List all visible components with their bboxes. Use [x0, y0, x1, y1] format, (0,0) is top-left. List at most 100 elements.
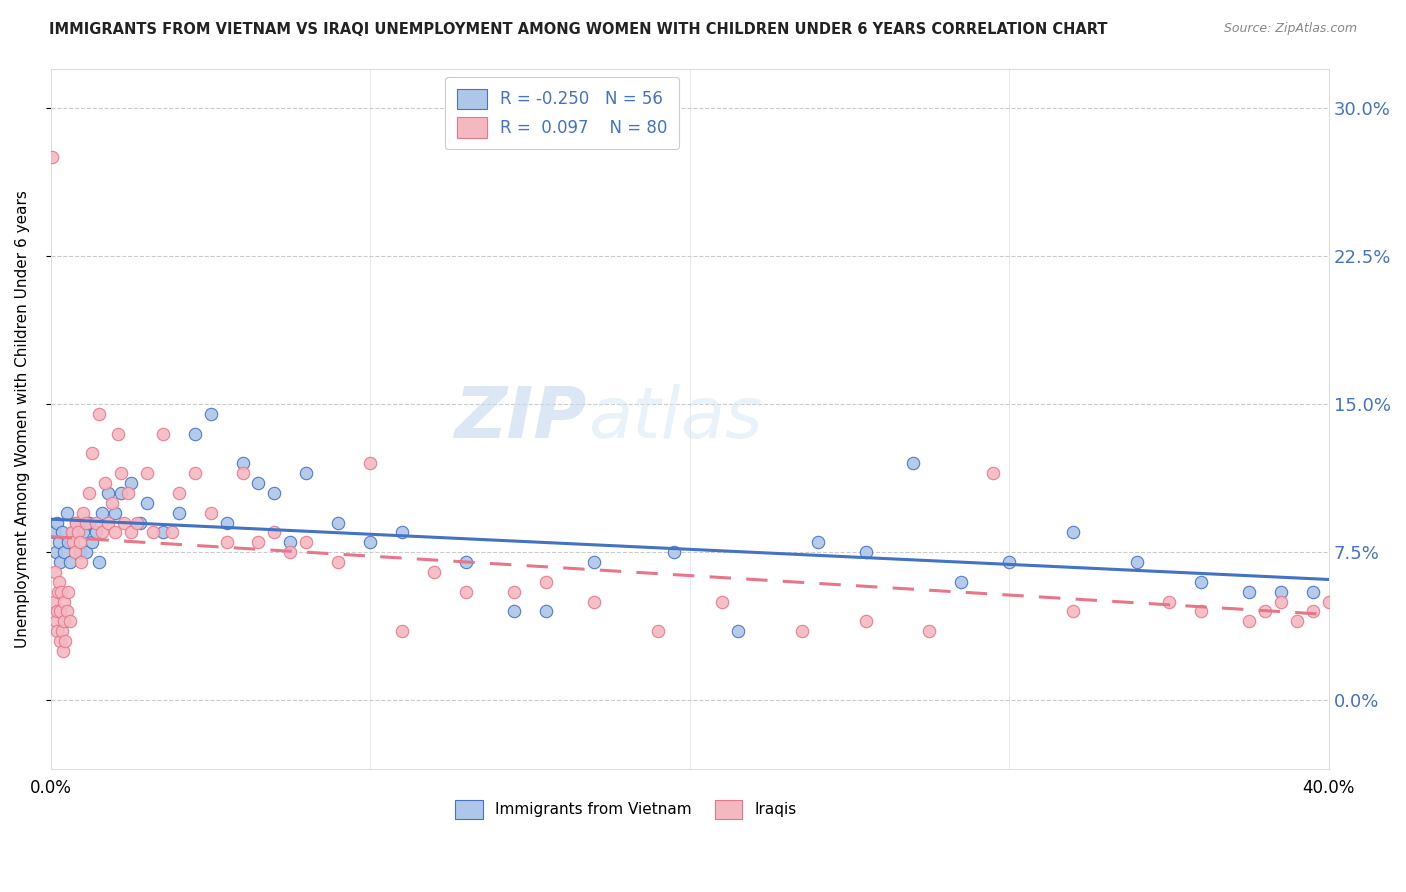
- Point: [1126, 555, 1149, 569]
- Point: [807, 535, 830, 549]
- Point: [231, 466, 253, 480]
- Point: [391, 525, 413, 540]
- Point: [1237, 584, 1260, 599]
- Point: [503, 604, 526, 618]
- Point: [1285, 614, 1308, 628]
- Point: [75, 545, 97, 559]
- Point: [59, 555, 82, 569]
- Point: [1270, 594, 1292, 608]
- Point: [1189, 604, 1212, 618]
- Point: [1302, 584, 1324, 599]
- Point: [42, 525, 65, 540]
- Point: [152, 426, 174, 441]
- Point: [183, 426, 205, 441]
- Point: [582, 555, 605, 569]
- Point: [295, 535, 318, 549]
- Point: [72, 506, 94, 520]
- Point: [65, 516, 87, 530]
- Point: [62, 525, 84, 540]
- Point: [359, 535, 381, 549]
- Point: [247, 535, 270, 549]
- Point: [48, 574, 70, 589]
- Point: [112, 516, 135, 530]
- Point: [167, 506, 190, 520]
- Point: [45, 545, 67, 559]
- Legend: Immigrants from Vietnam, Iraqis: Immigrants from Vietnam, Iraqis: [449, 794, 803, 825]
- Point: [1157, 594, 1180, 608]
- Point: [1302, 604, 1324, 618]
- Point: [66, 525, 89, 540]
- Point: [280, 535, 302, 549]
- Point: [53, 594, 76, 608]
- Y-axis label: Unemployment Among Women with Children Under 6 years: Unemployment Among Women with Children U…: [15, 190, 30, 648]
- Point: [84, 525, 107, 540]
- Point: [855, 614, 877, 628]
- Point: [91, 506, 114, 520]
- Point: [104, 525, 127, 540]
- Point: [49, 604, 72, 618]
- Point: [63, 545, 86, 559]
- Point: [903, 456, 925, 470]
- Point: [456, 555, 478, 569]
- Point: [135, 496, 157, 510]
- Point: [58, 584, 80, 599]
- Point: [49, 634, 72, 648]
- Point: [45, 624, 67, 639]
- Point: [328, 516, 350, 530]
- Point: [107, 426, 129, 441]
- Point: [87, 555, 110, 569]
- Point: [104, 506, 127, 520]
- Point: [75, 516, 97, 530]
- Point: [647, 624, 669, 639]
- Point: [117, 486, 139, 500]
- Point: [59, 614, 82, 628]
- Point: [110, 466, 132, 480]
- Point: [97, 486, 120, 500]
- Point: [46, 584, 69, 599]
- Point: [981, 466, 1004, 480]
- Point: [72, 525, 94, 540]
- Point: [62, 535, 84, 549]
- Point: [45, 614, 67, 628]
- Point: [391, 624, 413, 639]
- Point: [91, 525, 114, 540]
- Point: [110, 486, 132, 500]
- Point: [69, 545, 91, 559]
- Point: [328, 555, 350, 569]
- Point: [950, 574, 973, 589]
- Point: [97, 516, 120, 530]
- Point: [77, 516, 100, 530]
- Point: [231, 456, 253, 470]
- Point: [82, 535, 104, 549]
- Point: [94, 476, 117, 491]
- Point: [60, 525, 83, 540]
- Point: [46, 604, 69, 618]
- Text: atlas: atlas: [588, 384, 762, 453]
- Point: [84, 516, 107, 530]
- Point: [56, 506, 79, 520]
- Point: [1333, 604, 1355, 618]
- Point: [1062, 525, 1084, 540]
- Point: [727, 624, 749, 639]
- Point: [49, 584, 72, 599]
- Point: [1270, 584, 1292, 599]
- Point: [135, 466, 157, 480]
- Point: [120, 476, 142, 491]
- Point: [247, 476, 270, 491]
- Point: [127, 516, 149, 530]
- Point: [1062, 604, 1084, 618]
- Point: [44, 565, 66, 579]
- Point: [200, 506, 222, 520]
- Text: IMMIGRANTS FROM VIETNAM VS IRAQI UNEMPLOYMENT AMONG WOMEN WITH CHILDREN UNDER 6 : IMMIGRANTS FROM VIETNAM VS IRAQI UNEMPLO…: [49, 22, 1108, 37]
- Point: [582, 594, 605, 608]
- Point: [280, 545, 302, 559]
- Text: Source: ZipAtlas.com: Source: ZipAtlas.com: [1223, 22, 1357, 36]
- Point: [162, 525, 184, 540]
- Point: [82, 446, 104, 460]
- Point: [56, 604, 79, 618]
- Point: [49, 555, 72, 569]
- Point: [51, 525, 73, 540]
- Point: [423, 565, 446, 579]
- Point: [215, 535, 238, 549]
- Point: [710, 594, 733, 608]
